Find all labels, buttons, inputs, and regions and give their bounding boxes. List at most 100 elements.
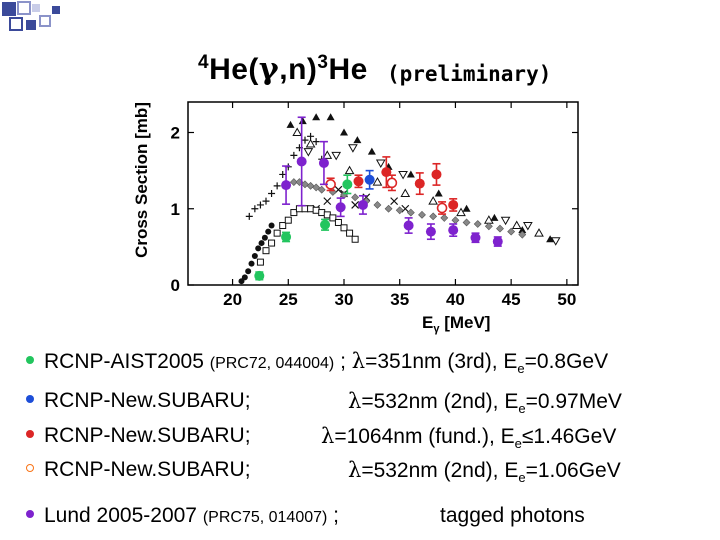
point-previous-filled-triangles	[298, 117, 307, 125]
legend-bullet-green	[26, 356, 34, 365]
point-previous-open-inverted-triangles	[331, 151, 342, 161]
point-previous-filled-triangles	[353, 136, 362, 144]
legend-bullet-red	[26, 430, 34, 439]
point-rcnp-new-subaru-532nm-1-06	[386, 177, 398, 189]
point-previous-open-squares	[262, 247, 270, 255]
x-tick-label: 25	[279, 290, 298, 309]
point-previous-crosses	[301, 136, 309, 144]
point-previous-diamonds	[301, 180, 309, 189]
legend-item-subaru-1064: RCNP-New.SUBARU;	[26, 424, 251, 448]
x-tick-label: 35	[390, 290, 409, 309]
x-tick-label: 50	[557, 290, 576, 309]
point-previous-open-triangles	[372, 177, 383, 186]
legend-params-subaru-532-106: λ=532nm (2nd), Ee=1.06GeV	[348, 458, 621, 486]
point-previous-diamonds	[462, 218, 471, 227]
point-previous-open-squares	[334, 218, 342, 226]
point-previous-filled-triangles	[340, 128, 348, 136]
point-lund-2005-2007	[335, 202, 346, 213]
point-previous-open-triangles	[428, 196, 439, 205]
point-previous-crosses	[268, 190, 276, 197]
point-rcnp-new-subaru-1064nm	[353, 176, 364, 187]
point-previous-open-triangles	[511, 220, 522, 230]
point-lund-2005-2007	[318, 158, 329, 168]
x-tick-label: 40	[446, 290, 465, 309]
point-previous-diamonds	[451, 216, 460, 225]
y-tick-label: 1	[171, 200, 180, 219]
legend-bullet-purple	[26, 510, 34, 519]
legend-params-subaru-532-097: λ=532nm (2nd), Ee=0.97MeV	[348, 389, 622, 417]
point-previous-crosses	[251, 205, 259, 213]
point-previous-crosses	[273, 182, 281, 190]
point-previous-x-marks	[401, 204, 410, 213]
x-tick-label: 20	[223, 290, 242, 309]
legend-bullet-blue	[26, 395, 34, 404]
point-rcnp-new-subaru-1064nm	[414, 178, 425, 189]
point-previous-crosses	[256, 201, 264, 209]
point-previous-filled-circles	[241, 274, 248, 281]
point-previous-open-inverted-triangles	[398, 170, 408, 180]
chart-title: 4He(γ,n)3He	[198, 52, 368, 87]
point-previous-filled-circles	[268, 222, 275, 229]
point-previous-open-triangles	[534, 228, 544, 237]
point-previous-diamonds	[406, 208, 415, 217]
point-previous-open-triangles	[400, 188, 411, 197]
point-previous-open-squares	[346, 229, 354, 237]
point-previous-open-squares	[290, 209, 298, 217]
point-previous-open-triangles	[322, 150, 333, 159]
x-tick-label: 30	[335, 290, 354, 309]
point-rcnp-aist2005	[342, 179, 353, 190]
point-previous-open-inverted-triangles	[303, 148, 314, 157]
point-lund-2005-2007	[492, 236, 503, 247]
point-previous-filled-triangles	[490, 213, 499, 221]
point-previous-open-inverted-triangles	[375, 159, 386, 169]
point-previous-diamonds	[312, 183, 321, 192]
tick-labels: 20 25 30 35 40 45 50 0 1 2	[171, 124, 577, 310]
point-rcnp-new-subaru-1064nm	[448, 199, 459, 210]
point-previous-open-squares	[256, 258, 264, 266]
point-previous-open-squares	[340, 224, 348, 232]
plot-frame-border	[187, 101, 579, 286]
point-previous-open-inverted-triangles	[522, 222, 533, 231]
point-previous-diamonds	[507, 227, 516, 236]
legend-item-subaru-532-106: RCNP-New.SUBARU;	[26, 458, 251, 482]
point-previous-filled-triangles	[434, 189, 443, 197]
legend-item-aist2005: RCNP-AIST2005 (PRC72, 044004) ; λ=351nm …	[26, 349, 608, 376]
point-previous-diamonds	[496, 224, 504, 233]
point-previous-diamonds	[418, 210, 426, 219]
point-previous-open-squares	[351, 235, 359, 243]
preliminary-label: (preliminary)	[387, 62, 552, 86]
y-tick-label: 2	[171, 124, 180, 143]
point-rcnp-aist2005	[320, 219, 331, 230]
legend-item-lund: Lund 2005-2007 (PRC75, 014007) ;	[26, 504, 339, 528]
point-previous-diamonds	[373, 201, 382, 209]
point-previous-open-inverted-triangles	[550, 237, 561, 246]
y-axis-label: Cross Section [mb]	[132, 102, 151, 258]
legend-params-subaru-1064: λ=1064nm (fund.), Ee≤1.46GeV	[321, 424, 617, 452]
point-previous-filled-triangles	[462, 204, 471, 212]
data-marks	[238, 113, 561, 285]
point-lund-2005-2007	[357, 199, 368, 210]
point-previous-filled-circles	[248, 260, 255, 267]
point-previous-filled-circles	[265, 228, 272, 235]
point-previous-diamonds	[484, 222, 493, 231]
point-previous-crosses	[307, 132, 315, 140]
point-previous-open-squares	[284, 216, 292, 224]
point-previous-diamonds	[518, 230, 527, 239]
point-previous-filled-triangles	[406, 170, 415, 178]
point-rcnp-new-subaru-532nm-0-97	[364, 174, 375, 185]
point-previous-filled-triangles	[312, 113, 321, 121]
point-previous-crosses	[245, 212, 253, 220]
x-axis-label: Eγ [MeV]	[422, 313, 490, 335]
point-lund-2005-2007	[281, 180, 292, 191]
point-previous-x-marks	[390, 197, 399, 206]
point-lund-2005-2007	[425, 226, 436, 237]
point-previous-diamonds	[306, 181, 315, 190]
point-previous-filled-triangles	[326, 113, 335, 121]
point-previous-filled-triangles	[286, 120, 295, 128]
point-previous-open-squares	[329, 214, 337, 222]
x-tick-label: 45	[502, 290, 521, 309]
point-previous-x-marks	[351, 201, 360, 209]
legend-bullet-open	[26, 464, 34, 473]
point-previous-open-triangles	[456, 207, 466, 217]
point-previous-diamonds	[473, 220, 482, 228]
